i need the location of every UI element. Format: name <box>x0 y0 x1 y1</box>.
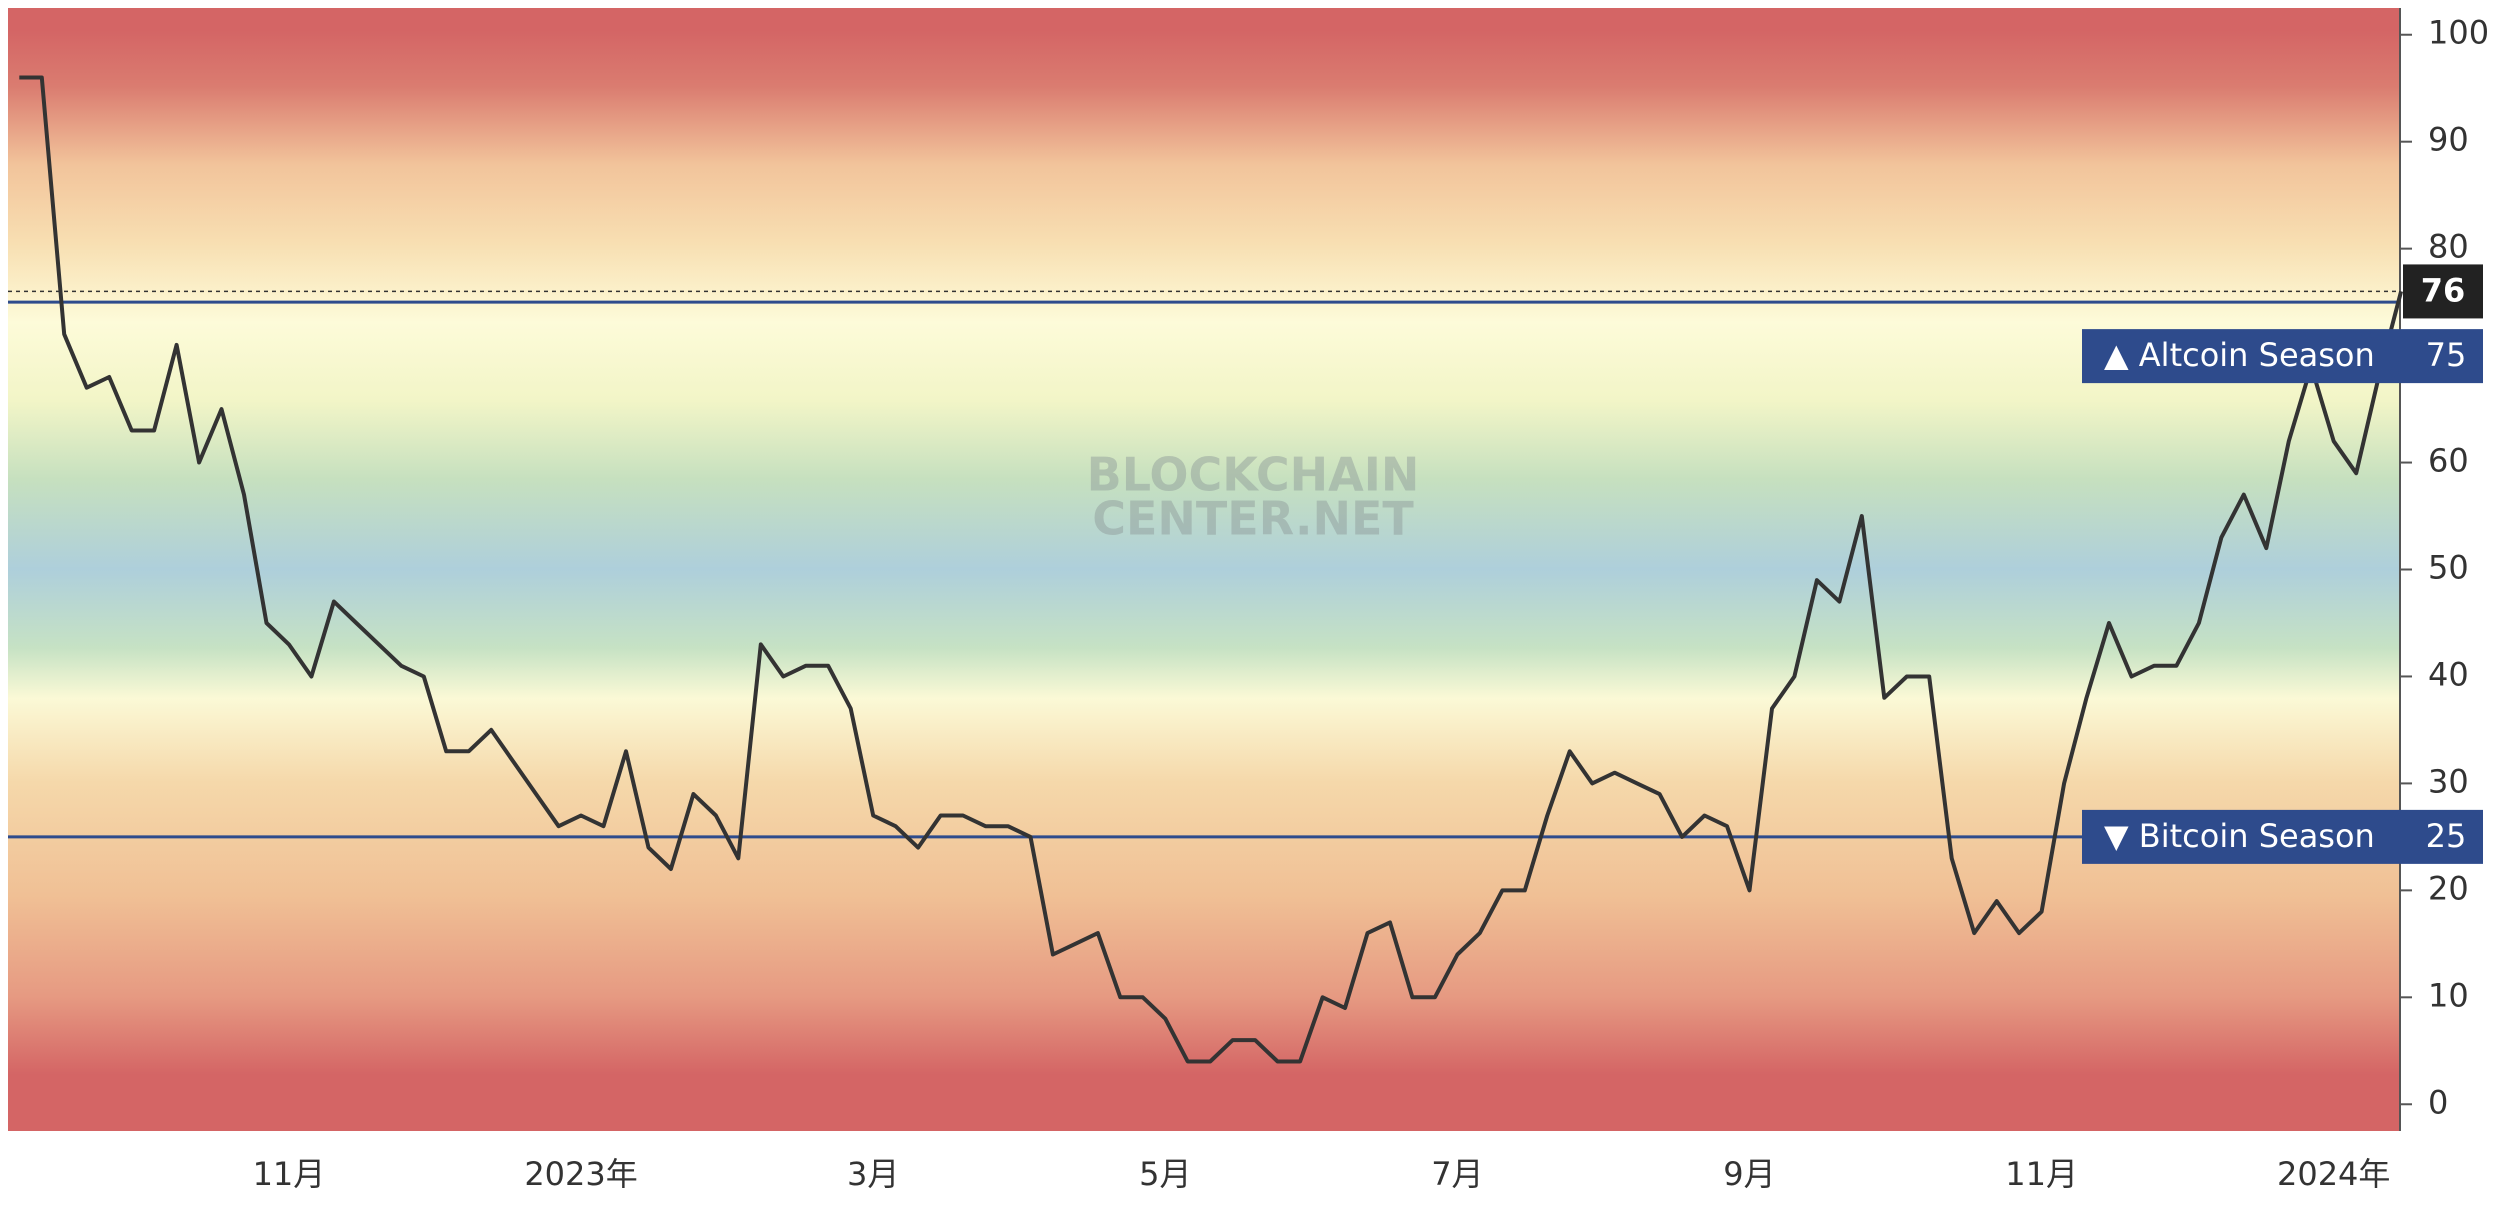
y-tick-label: 10 <box>2428 976 2469 1014</box>
y-tick-label: 90 <box>2428 121 2469 159</box>
threshold-box <box>2082 809 2483 864</box>
y-tick-label: 60 <box>2428 442 2469 480</box>
plot-background <box>8 8 2400 1131</box>
x-tick-label: 3月 <box>847 1155 899 1193</box>
x-tick-label: 2024年 <box>2277 1155 2390 1193</box>
threshold-box <box>2082 329 2483 384</box>
x-tick-label: 5月 <box>1139 1155 1191 1193</box>
threshold-label: ▼ Bitcoin Season <box>2104 817 2375 855</box>
threshold-value: 25 <box>2426 817 2467 855</box>
watermark: BLOCKCHAIN <box>1087 448 1420 502</box>
y-tick-label: 30 <box>2428 762 2469 800</box>
y-tick-label: 100 <box>2428 14 2489 52</box>
current-value-label: 76 <box>2421 271 2466 309</box>
y-tick-label: 50 <box>2428 549 2469 587</box>
x-tick-label: 7月 <box>1431 1155 1483 1193</box>
x-tick-label: 11月 <box>2005 1155 2078 1193</box>
threshold-value: 75 <box>2426 336 2467 374</box>
y-tick-label: 80 <box>2428 228 2469 266</box>
y-tick-label: 40 <box>2428 655 2469 693</box>
threshold-label: ▲ Altcoin Season <box>2104 336 2375 374</box>
y-tick-label: 0 <box>2428 1083 2448 1121</box>
x-tick-label: 11月 <box>253 1155 326 1193</box>
x-tick-label: 9月 <box>1723 1155 1775 1193</box>
data-line <box>19 75 2404 1064</box>
y-tick-label: 20 <box>2428 869 2469 907</box>
current-value-box <box>2403 264 2483 319</box>
x-tick-label: 2023年 <box>524 1155 637 1193</box>
watermark: CENTER.NET <box>1092 492 1414 546</box>
